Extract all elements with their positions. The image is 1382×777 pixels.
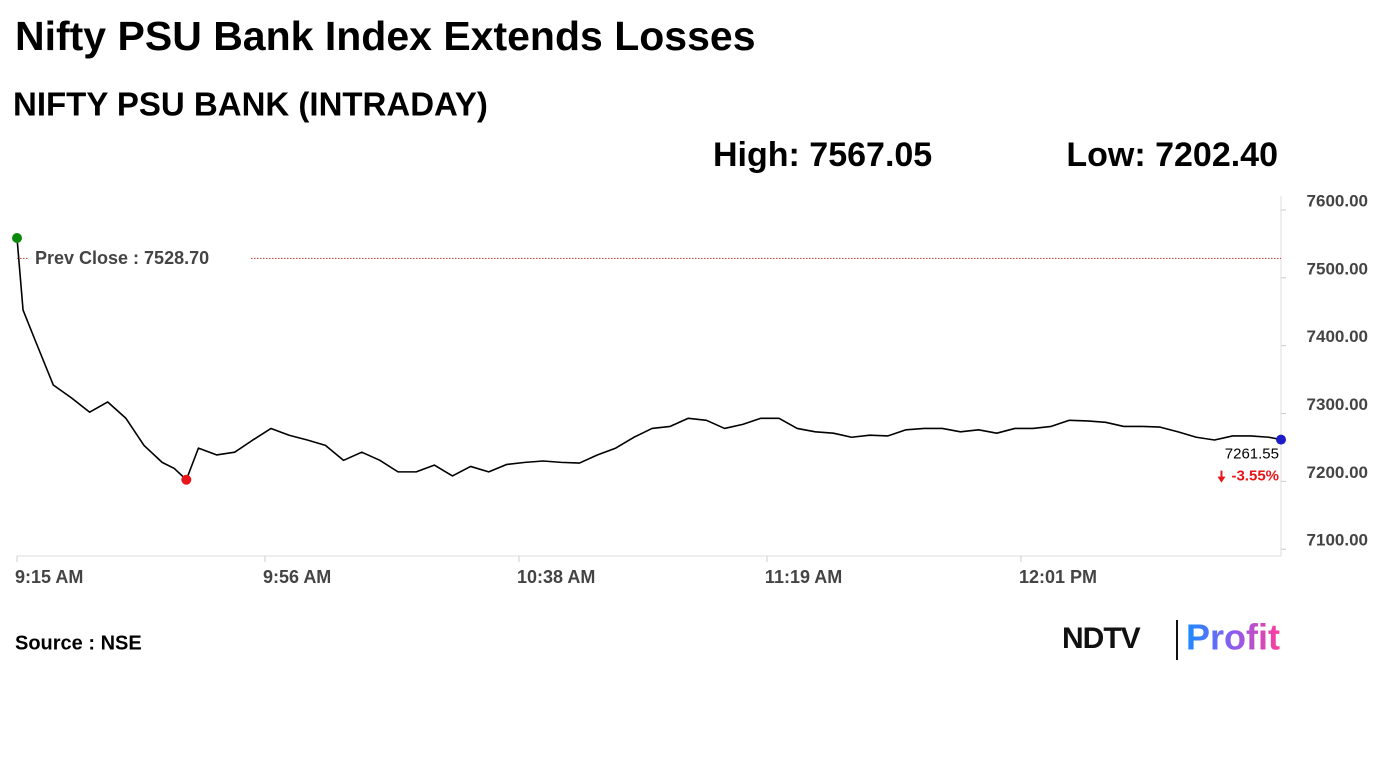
prev-close-label: Prev Close : 7528.70: [35, 248, 209, 268]
price-line: [16, 237, 1282, 481]
x-tick-label: 12:01 PM: [1019, 567, 1097, 587]
y-tick-label: 7200.00: [1307, 463, 1368, 482]
logo-ndtv: NDTV: [1062, 622, 1141, 655]
marker-end: [1276, 434, 1286, 445]
x-tick-label: 9:56 AM: [263, 567, 331, 587]
marker-low: [181, 474, 192, 485]
x-tick-label: 10:38 AM: [517, 567, 595, 587]
y-tick-label: 7600.00: [1307, 191, 1368, 210]
x-tick-label: 11:19 AM: [765, 567, 842, 587]
y-tick-label: 7300.00: [1307, 395, 1368, 414]
y-tick-label: 7100.00: [1307, 531, 1368, 550]
high-label: High: 7567.05: [713, 136, 932, 174]
y-tick-label: 7400.00: [1307, 327, 1368, 346]
y-tick-label: 7500.00: [1307, 259, 1368, 278]
prev-close-bg: [28, 245, 250, 272]
down-arrow: [1217, 470, 1226, 483]
x-tick-label: 9:15 AM: [15, 567, 83, 587]
chart-title: Nifty PSU Bank Index Extends Losses: [15, 13, 756, 59]
chart-subtitle: NIFTY PSU BANK (INTRADAY): [13, 86, 488, 123]
change-label: -3.55%: [1231, 468, 1279, 485]
logo-profit: Profit: [1186, 617, 1280, 658]
low-label: Low: 7202.40: [1066, 136, 1278, 174]
marker-start: [12, 232, 22, 243]
end-value-label: 7261.55: [1225, 446, 1279, 463]
source: Source : NSE: [15, 632, 142, 654]
